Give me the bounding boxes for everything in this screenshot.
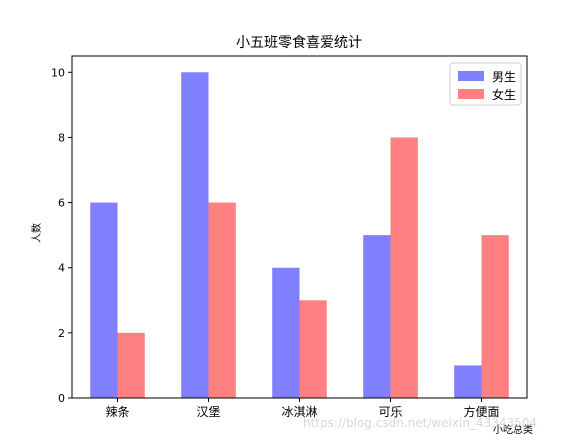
x-axis-label: 小吃总类: [493, 423, 533, 436]
bar-series2: [390, 137, 418, 398]
axes-group: 0 2 4 6 8 10 辣条 汉堡 冰淇淋 可乐 方便面: [51, 55, 528, 419]
x-tick-label: 方便面: [463, 404, 499, 419]
x-tick-label: 可乐: [378, 405, 402, 419]
bars-group: [90, 72, 509, 399]
y-tick-label: 4: [58, 262, 65, 275]
y-tick-label: 2: [58, 327, 65, 340]
bar-series1: [454, 365, 482, 398]
bar-series2: [299, 300, 327, 398]
bar-series1: [90, 202, 118, 398]
legend-label: 女生: [492, 87, 516, 102]
bar-series2: [117, 332, 145, 398]
bar-series1: [363, 235, 391, 398]
bar-series1: [181, 72, 209, 399]
y-tick-label: 6: [58, 197, 65, 210]
chart-title: 小五班零食喜爱统计: [236, 34, 362, 51]
legend-label: 男生: [492, 70, 516, 84]
y-tick-label: 8: [58, 131, 65, 144]
bar-series1: [272, 267, 300, 398]
y-tick-label: 0: [58, 392, 65, 405]
x-tick-label: 冰淇淋: [281, 405, 317, 419]
x-tick-label: 汉堡: [196, 404, 220, 419]
x-tick-label: 辣条: [105, 405, 129, 419]
bar-series2: [481, 235, 509, 398]
y-tick-label: 10: [51, 66, 65, 79]
legend-swatch: [458, 89, 484, 99]
bar-series2: [208, 202, 236, 398]
legend-swatch: [458, 71, 484, 81]
watermark-text: https://blog.csdn.net/weixin_43343504: [303, 416, 538, 430]
y-axis-label: 人数: [30, 223, 43, 243]
